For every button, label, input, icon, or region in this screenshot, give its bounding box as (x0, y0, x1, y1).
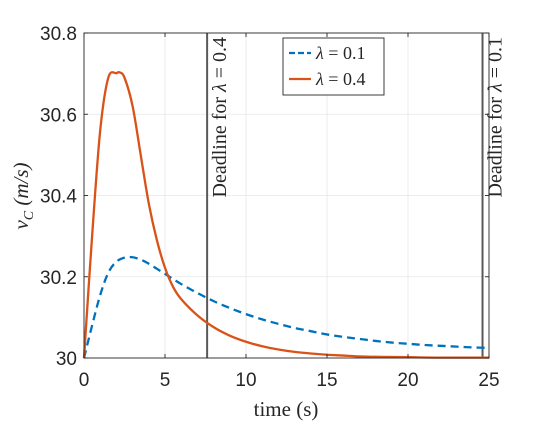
x-tick-label-25: 25 (478, 370, 499, 391)
x-tick-label-5: 5 (160, 370, 171, 391)
y-tick-label-30-2: 30.2 (40, 268, 77, 289)
deadline-labels: Deadline for λ = 0.4 Deadline for λ = 0.1 (209, 37, 506, 197)
series-line-0-4 (82, 70, 490, 359)
y-tick-label-30-8: 30.8 (40, 24, 77, 45)
x-axis-label: time (s) (254, 397, 319, 421)
x-tick-label-20: 20 (397, 370, 418, 391)
legend: λ = 0.1 λ = 0.4 (282, 37, 385, 96)
x-tick-label-15: 15 (316, 370, 337, 391)
deadline-lines (206, 33, 484, 358)
legend-box (282, 37, 385, 96)
tick-labels: 0 5 10 15 20 25 30 30.2 30.4 30.6 30.8 (40, 24, 500, 391)
x-tick-label-0: 0 (79, 370, 90, 391)
x-tick-label-10: 10 (235, 370, 256, 391)
deadline-label-2: Deadline for λ = 0.1 (485, 37, 507, 197)
legend-label-lambda-0-1: λ = 0.1 (315, 43, 365, 63)
axis-ticks (83, 32, 490, 359)
y-axis-label: vC (m/s) (9, 162, 37, 229)
legend-label-lambda-0-4: λ = 0.4 (315, 69, 365, 89)
svg-text:vC (m/s): vC (m/s) (9, 162, 37, 229)
series-group (82, 70, 490, 359)
deadline-label-1: Deadline for λ = 0.4 (209, 37, 231, 197)
y-tick-label-30-4: 30.4 (40, 187, 77, 208)
y-tick-label-30-6: 30.6 (40, 105, 77, 126)
y-tick-label-30: 30 (56, 349, 77, 370)
series-line-0-1 (82, 255, 490, 359)
